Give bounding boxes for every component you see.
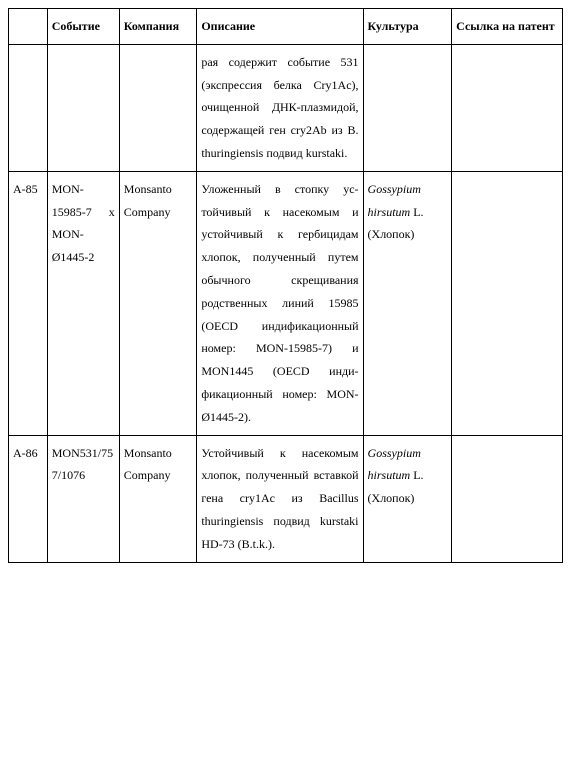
data-table: Событие Компания Описание Культура Ссылк… — [8, 8, 563, 563]
table-row: A-86 MON531/757/1076 Monsanto Company Ус… — [9, 435, 563, 562]
cell-culture — [363, 44, 452, 171]
cell-id: A-85 — [9, 171, 48, 435]
cell-description: рая содержит событие 531 (экспрессия бел… — [197, 44, 363, 171]
table-row: рая содержит событие 531 (экспрессия бел… — [9, 44, 563, 171]
cell-patent — [452, 44, 563, 171]
cell-event — [47, 44, 119, 171]
cell-id — [9, 44, 48, 171]
cell-patent — [452, 435, 563, 562]
cell-company: Monsanto Company — [119, 171, 197, 435]
cell-company: Monsanto Company — [119, 435, 197, 562]
cell-description: Устойчивый к насеко­мым хлопок, полученн… — [197, 435, 363, 562]
header-description: Описание — [197, 9, 363, 45]
header-event: Событие — [47, 9, 119, 45]
cell-culture: Gossypium hirsutum L. (Хлопок) — [363, 171, 452, 435]
header-culture: Культура — [363, 9, 452, 45]
header-company: Компания — [119, 9, 197, 45]
cell-event: MON531/757/1076 — [47, 435, 119, 562]
table-header-row: Событие Компания Описание Культура Ссылк… — [9, 9, 563, 45]
cell-culture: Gossypium hirsutum L. (Хлопок) — [363, 435, 452, 562]
cell-event: MON-15985-7 x MON-Ø1445-2 — [47, 171, 119, 435]
cell-patent — [452, 171, 563, 435]
header-id — [9, 9, 48, 45]
cell-description: Уложенный в стопку ус­тойчивый к насеком… — [197, 171, 363, 435]
cell-company — [119, 44, 197, 171]
cell-id: A-86 — [9, 435, 48, 562]
header-patent: Ссылка на па­тент — [452, 9, 563, 45]
table-row: A-85 MON-15985-7 x MON-Ø1445-2 Monsanto … — [9, 171, 563, 435]
